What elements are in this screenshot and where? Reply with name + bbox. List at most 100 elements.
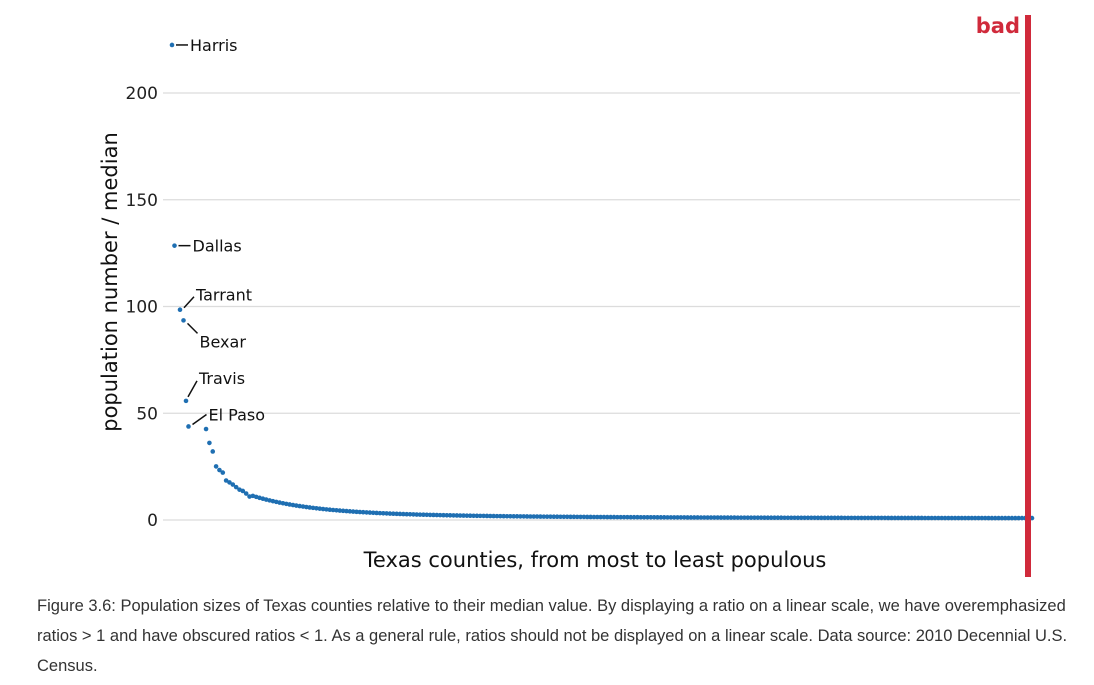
data-point — [765, 515, 771, 520]
data-point — [374, 510, 379, 516]
data-point — [665, 515, 670, 520]
data-point — [745, 515, 751, 520]
data-point — [725, 515, 731, 520]
data-point — [942, 515, 948, 521]
data-point — [1006, 515, 1011, 521]
data-point — [397, 511, 403, 517]
data-point — [999, 515, 1005, 521]
ratio-scatter-chart: 0 50 100 150 200 Harris Dallas Tarrant Bexar Tra… — [98, 14, 1035, 577]
data-point — [304, 504, 309, 510]
y-tick-label: 150 — [126, 191, 158, 211]
data-point — [966, 515, 971, 521]
data-point — [812, 515, 817, 521]
data-point — [441, 512, 446, 518]
data-point — [471, 513, 476, 519]
data-point — [738, 515, 744, 520]
data-point — [424, 512, 430, 518]
data-point — [946, 515, 951, 521]
y-axis-title: population number / median — [98, 132, 122, 432]
data-point — [658, 515, 664, 520]
data-point — [213, 464, 219, 469]
data-point — [775, 515, 781, 521]
data-point — [835, 515, 841, 521]
data-point — [233, 484, 239, 490]
data-point — [531, 514, 537, 519]
data-point — [317, 506, 323, 511]
data-point — [508, 513, 513, 519]
data-point — [210, 449, 216, 454]
data-point — [972, 515, 978, 521]
data-point — [992, 515, 998, 521]
data-point — [969, 515, 975, 521]
data-point — [819, 515, 824, 521]
data-point — [845, 515, 851, 521]
annotation-label-bexar: Bexar — [200, 332, 247, 351]
y-tick-label: 100 — [126, 298, 158, 318]
data-point — [591, 514, 597, 520]
data-point — [474, 513, 480, 519]
annotation-label-tarrant: Tarrant — [195, 286, 252, 305]
data-point — [952, 515, 958, 521]
annotation-leader-line — [186, 322, 199, 334]
data-point — [391, 511, 396, 517]
data-point — [722, 515, 727, 520]
data-point — [608, 514, 613, 520]
data-point — [330, 507, 336, 513]
data-point — [839, 515, 844, 521]
data-point — [467, 513, 473, 519]
data-point — [926, 515, 931, 521]
data-point — [183, 398, 189, 404]
data-point — [675, 515, 680, 520]
data-point — [477, 513, 483, 519]
data-point — [230, 482, 236, 487]
data-point — [541, 514, 547, 519]
data-point — [548, 514, 553, 519]
data-point — [611, 514, 617, 520]
data-point — [879, 515, 884, 521]
data-point — [772, 515, 777, 521]
data-point — [578, 514, 583, 520]
data-point — [588, 514, 593, 520]
county-annotations: Harris Dallas Tarrant Bexar Travis El Paso — [176, 36, 265, 426]
data-point — [922, 515, 928, 521]
data-point — [979, 515, 985, 521]
data-point — [705, 515, 710, 520]
data-point — [511, 514, 516, 519]
data-point — [528, 514, 533, 519]
data-point — [718, 515, 724, 520]
data-point — [504, 513, 510, 519]
data-point — [762, 515, 767, 520]
data-point — [959, 515, 965, 521]
data-point — [755, 515, 761, 520]
data-point — [962, 515, 968, 521]
data-point — [859, 515, 864, 521]
data-point — [367, 510, 373, 515]
data-point — [411, 512, 416, 517]
data-point — [618, 514, 624, 520]
data-point — [936, 515, 941, 521]
data-point — [1019, 515, 1025, 521]
data-point — [628, 514, 634, 520]
data-point — [384, 511, 389, 516]
data-point — [1016, 515, 1021, 521]
data-point — [688, 515, 694, 520]
data-point — [370, 510, 376, 516]
data-point — [414, 512, 420, 517]
data-point — [865, 515, 871, 521]
bad-indicator-bar — [1025, 15, 1031, 577]
data-point — [227, 480, 232, 485]
data-point — [340, 508, 346, 514]
data-point — [982, 515, 988, 521]
data-point — [487, 513, 493, 519]
data-point — [782, 515, 787, 521]
data-point — [788, 515, 794, 521]
data-point — [976, 515, 981, 521]
data-point — [882, 515, 888, 521]
data-point — [932, 515, 938, 521]
data-point — [768, 515, 774, 521]
data-point — [186, 424, 191, 429]
data-point — [534, 514, 540, 519]
data-point — [829, 515, 834, 521]
data-point — [484, 513, 490, 519]
data-point — [912, 515, 918, 521]
